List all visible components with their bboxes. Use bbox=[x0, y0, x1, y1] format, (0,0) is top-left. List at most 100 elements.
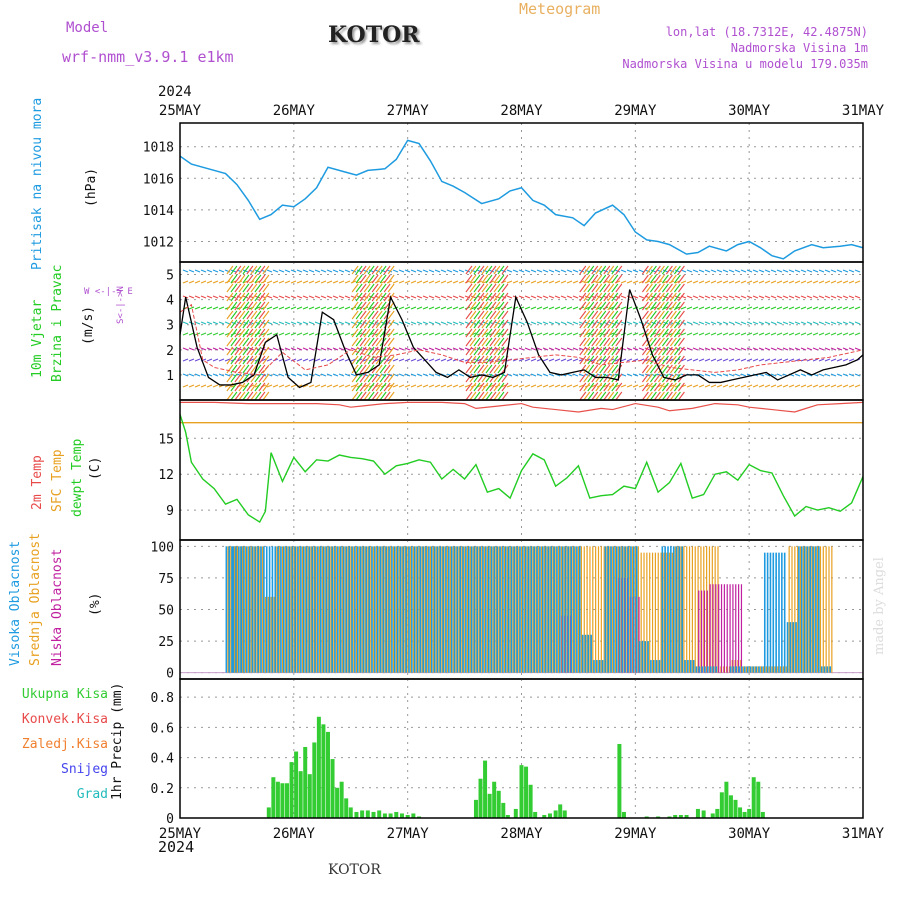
wind-barb bbox=[446, 269, 453, 273]
wind-barb bbox=[428, 306, 435, 310]
cloud-mid-bar bbox=[669, 552, 671, 673]
wind-barb bbox=[182, 358, 189, 362]
wind-barb bbox=[398, 373, 405, 377]
cloud-high-bar bbox=[533, 546, 536, 673]
wind-barb bbox=[764, 332, 771, 336]
wind-barb bbox=[250, 283, 258, 293]
cloud-high-bar bbox=[280, 546, 282, 673]
wind-barb bbox=[469, 373, 477, 383]
wind-barb bbox=[653, 328, 661, 338]
wind-barb bbox=[770, 358, 777, 362]
precip-bar bbox=[321, 724, 326, 818]
wind-barb bbox=[182, 295, 189, 299]
wind-barb bbox=[764, 373, 771, 377]
cloud-mid-bar bbox=[802, 546, 804, 673]
wind-barb bbox=[258, 274, 266, 284]
wind-barb bbox=[704, 384, 711, 388]
cloud-high-bar bbox=[479, 546, 481, 673]
wind-barb bbox=[355, 373, 363, 383]
wind-barb bbox=[698, 347, 705, 351]
wind-barb bbox=[200, 306, 207, 310]
wind-barb bbox=[818, 373, 825, 377]
wind-barb bbox=[308, 347, 315, 351]
y-tick-label: 75 bbox=[158, 572, 174, 587]
wind-barb bbox=[238, 364, 246, 374]
wind-barb bbox=[296, 321, 303, 325]
wind-barb bbox=[248, 321, 255, 325]
wind-barb bbox=[836, 347, 843, 351]
y-tick-label: 1016 bbox=[143, 172, 174, 187]
wind-barb bbox=[398, 358, 405, 362]
wind-barb bbox=[665, 265, 673, 275]
wind-barb bbox=[481, 337, 489, 347]
wind-barb bbox=[371, 337, 379, 347]
wind-barb bbox=[278, 373, 285, 377]
cloud-high-bar bbox=[308, 546, 311, 673]
wind-barb bbox=[242, 265, 250, 275]
wind-barb bbox=[194, 280, 201, 284]
wind-barb bbox=[673, 319, 681, 329]
wind-barb bbox=[722, 358, 729, 362]
wind-barb bbox=[320, 347, 327, 351]
wind-barb bbox=[794, 295, 801, 299]
pressure-line bbox=[179, 139, 864, 260]
wind-barb bbox=[632, 321, 639, 325]
wind-barb bbox=[661, 382, 669, 392]
wind-barb bbox=[661, 337, 669, 347]
wind-barb bbox=[607, 328, 615, 338]
cloud-mid-bar bbox=[455, 546, 457, 673]
wind-barb bbox=[434, 332, 441, 336]
wind-barb bbox=[716, 332, 723, 336]
wind-barb bbox=[489, 346, 497, 356]
wind-barb bbox=[607, 337, 615, 347]
wind-barb bbox=[673, 292, 681, 302]
wind-barb bbox=[542, 347, 549, 351]
wind-barb bbox=[497, 337, 505, 347]
wind-barb bbox=[452, 358, 459, 362]
wind-barb bbox=[607, 391, 615, 401]
wind-barb bbox=[657, 364, 665, 374]
y-tick-label: 0.8 bbox=[151, 691, 174, 706]
wind-barb bbox=[548, 321, 555, 325]
wind-barb bbox=[615, 382, 623, 392]
wind-barb bbox=[404, 384, 411, 388]
cloud-mid-bar bbox=[560, 546, 563, 673]
cloud-mid-bar bbox=[330, 546, 332, 673]
cloud-mid-bar bbox=[415, 546, 417, 673]
wind-barb bbox=[338, 373, 345, 377]
cloud-high-bar bbox=[553, 546, 555, 673]
wind-barb bbox=[266, 280, 273, 284]
cloud-high-bar bbox=[681, 546, 684, 673]
cloud-mid-bar bbox=[751, 666, 753, 673]
wind-barb bbox=[473, 265, 481, 275]
wind-barb bbox=[560, 321, 567, 325]
wind-barb bbox=[284, 358, 291, 362]
wind-barb bbox=[469, 382, 477, 392]
wind-barb bbox=[782, 269, 789, 273]
cloud-mid-bar bbox=[760, 666, 762, 673]
wind-barb bbox=[200, 321, 207, 325]
wind-barb bbox=[482, 347, 489, 351]
wind-barb bbox=[524, 332, 531, 336]
wind-barb bbox=[746, 332, 753, 336]
wind-barb bbox=[653, 310, 661, 320]
cloud-high-bar bbox=[815, 546, 817, 673]
wind-barb bbox=[314, 269, 321, 273]
wind-barb bbox=[242, 382, 250, 392]
wind-barb bbox=[607, 265, 615, 275]
wind-barb bbox=[371, 382, 379, 392]
precip-bar bbox=[289, 762, 294, 818]
wind-barb bbox=[290, 280, 297, 284]
wind-barb bbox=[452, 295, 459, 299]
wind-barb bbox=[542, 332, 549, 336]
wind-barb bbox=[583, 373, 591, 383]
wind-barb bbox=[794, 321, 801, 325]
cloud-mid-bar bbox=[336, 546, 338, 673]
wind-barb bbox=[332, 373, 339, 377]
wind-barb bbox=[489, 292, 497, 302]
wind-barb bbox=[806, 321, 813, 325]
wind-barb bbox=[641, 364, 649, 374]
model-label: Model bbox=[66, 20, 109, 36]
wind-barb bbox=[657, 355, 665, 365]
cloud-mid-bar bbox=[703, 546, 705, 673]
